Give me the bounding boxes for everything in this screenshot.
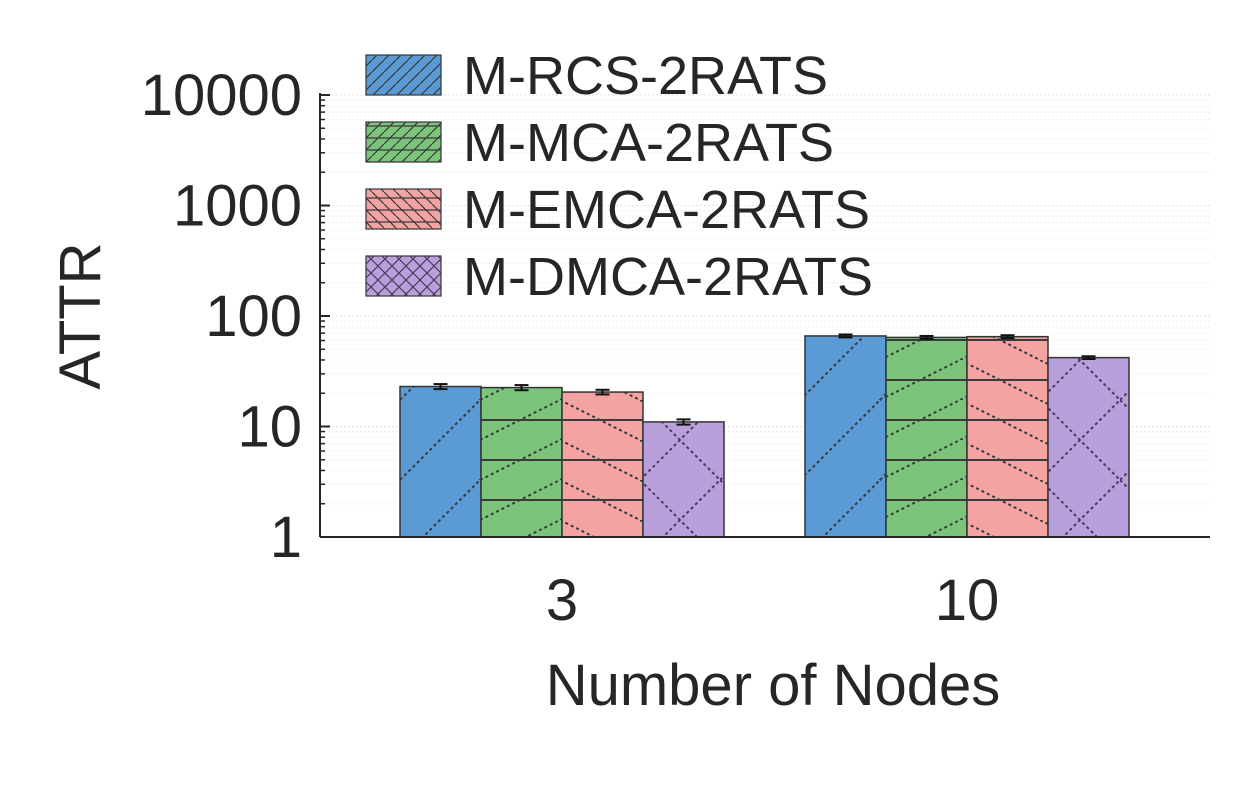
x-axis-title: Number of Nodes	[546, 653, 1001, 718]
legend-swatch-pattern	[366, 122, 441, 162]
bar-pattern	[562, 392, 643, 537]
legend-label: M-DMCA-2RATS	[463, 247, 873, 307]
bars	[399, 333, 1130, 538]
bar-pattern	[967, 336, 1048, 537]
bar-pattern	[400, 386, 481, 537]
legend-swatch-pattern	[366, 256, 441, 296]
bar-pattern	[481, 387, 562, 537]
y-tick-label: 10000	[141, 63, 302, 128]
bar-pattern	[886, 337, 967, 537]
legend-swatch-pattern	[366, 189, 441, 229]
y-tick-label: 10	[237, 395, 302, 460]
bar-pattern	[643, 421, 724, 537]
axes: 1 10 100 1000 10000 3 10	[141, 63, 1210, 633]
legend-label: M-RCS-2RATS	[463, 46, 828, 106]
legend: M-RCS-2RATS M-MCA-2RATS M-EMCA-2RATS M-DMCA…	[365, 46, 873, 307]
x-tick-label: 10	[935, 568, 1000, 633]
y-tick-label: 100	[205, 284, 302, 349]
legend-label: M-MCA-2RATS	[463, 113, 834, 173]
y-tick-label: 1000	[173, 174, 302, 239]
bar-pattern	[805, 335, 886, 537]
x-tick-label: 3	[546, 568, 578, 633]
y-axis-title: ATTR	[48, 242, 113, 389]
legend-swatch-pattern	[366, 55, 441, 95]
y-tick-label: 1	[270, 505, 302, 570]
bar-pattern	[1048, 357, 1129, 537]
legend-label: M-EMCA-2RATS	[463, 180, 870, 240]
